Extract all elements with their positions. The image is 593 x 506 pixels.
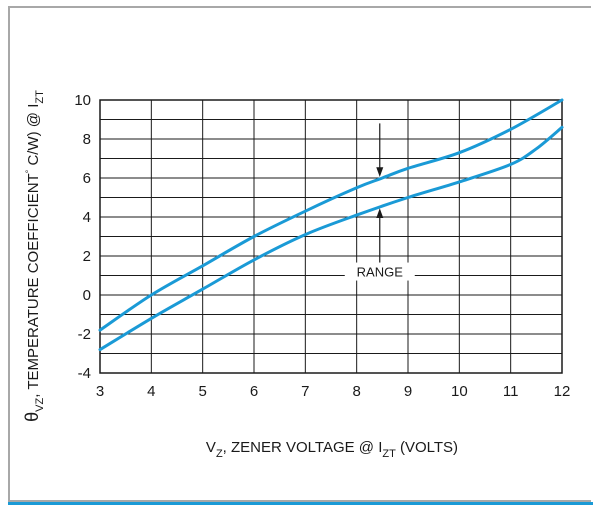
range-label-background <box>344 262 415 281</box>
bottom-accent-line <box>8 502 593 505</box>
range-label: RANGE <box>357 265 404 280</box>
x-tick-label: 4 <box>147 383 155 400</box>
series-line-lower <box>98 125 564 352</box>
y-tick-labels: -4 -2 0 2 4 6 8 10 <box>74 92 91 382</box>
y-axis-label: θVZ, TEMPERATURE COEFFICIENT° C/W) @ IZT <box>22 90 46 422</box>
x-tick-label: 8 <box>352 383 360 400</box>
x-tick-label: 5 <box>198 383 206 400</box>
range-arrow-bottom-head <box>376 208 384 218</box>
plot-border <box>99 99 563 374</box>
range-annotation: RANGE <box>344 123 415 281</box>
x-tick-label: 11 <box>503 383 519 400</box>
x-tick-label: 9 <box>404 383 412 400</box>
y-tick-label: -2 <box>78 326 91 343</box>
x-axis-label: VZ, ZENER VOLTAGE @ IZT (VOLTS) <box>206 439 458 460</box>
y-tick-label: 0 <box>83 287 91 304</box>
y-tick-label: 4 <box>83 209 91 226</box>
series-group <box>98 98 564 352</box>
y-tick-label: 10 <box>74 92 91 109</box>
y-tick-label: 6 <box>83 170 91 187</box>
series-line-upper <box>98 98 564 332</box>
x-tick-labels: 3 4 5 6 7 8 9 10 11 12 <box>96 383 571 400</box>
grid <box>99 99 563 374</box>
figure-frame <box>8 6 591 502</box>
range-arrow-top-head <box>376 167 384 178</box>
x-tick-label: 10 <box>451 383 468 400</box>
x-tick-label: 7 <box>301 383 309 400</box>
x-tick-label: 6 <box>250 383 258 400</box>
y-tick-label: 2 <box>83 248 91 265</box>
x-tick-label: 12 <box>554 383 571 400</box>
x-tick-label: 3 <box>96 383 104 400</box>
y-tick-label: -4 <box>78 365 91 382</box>
y-tick-label: 8 <box>83 131 91 148</box>
